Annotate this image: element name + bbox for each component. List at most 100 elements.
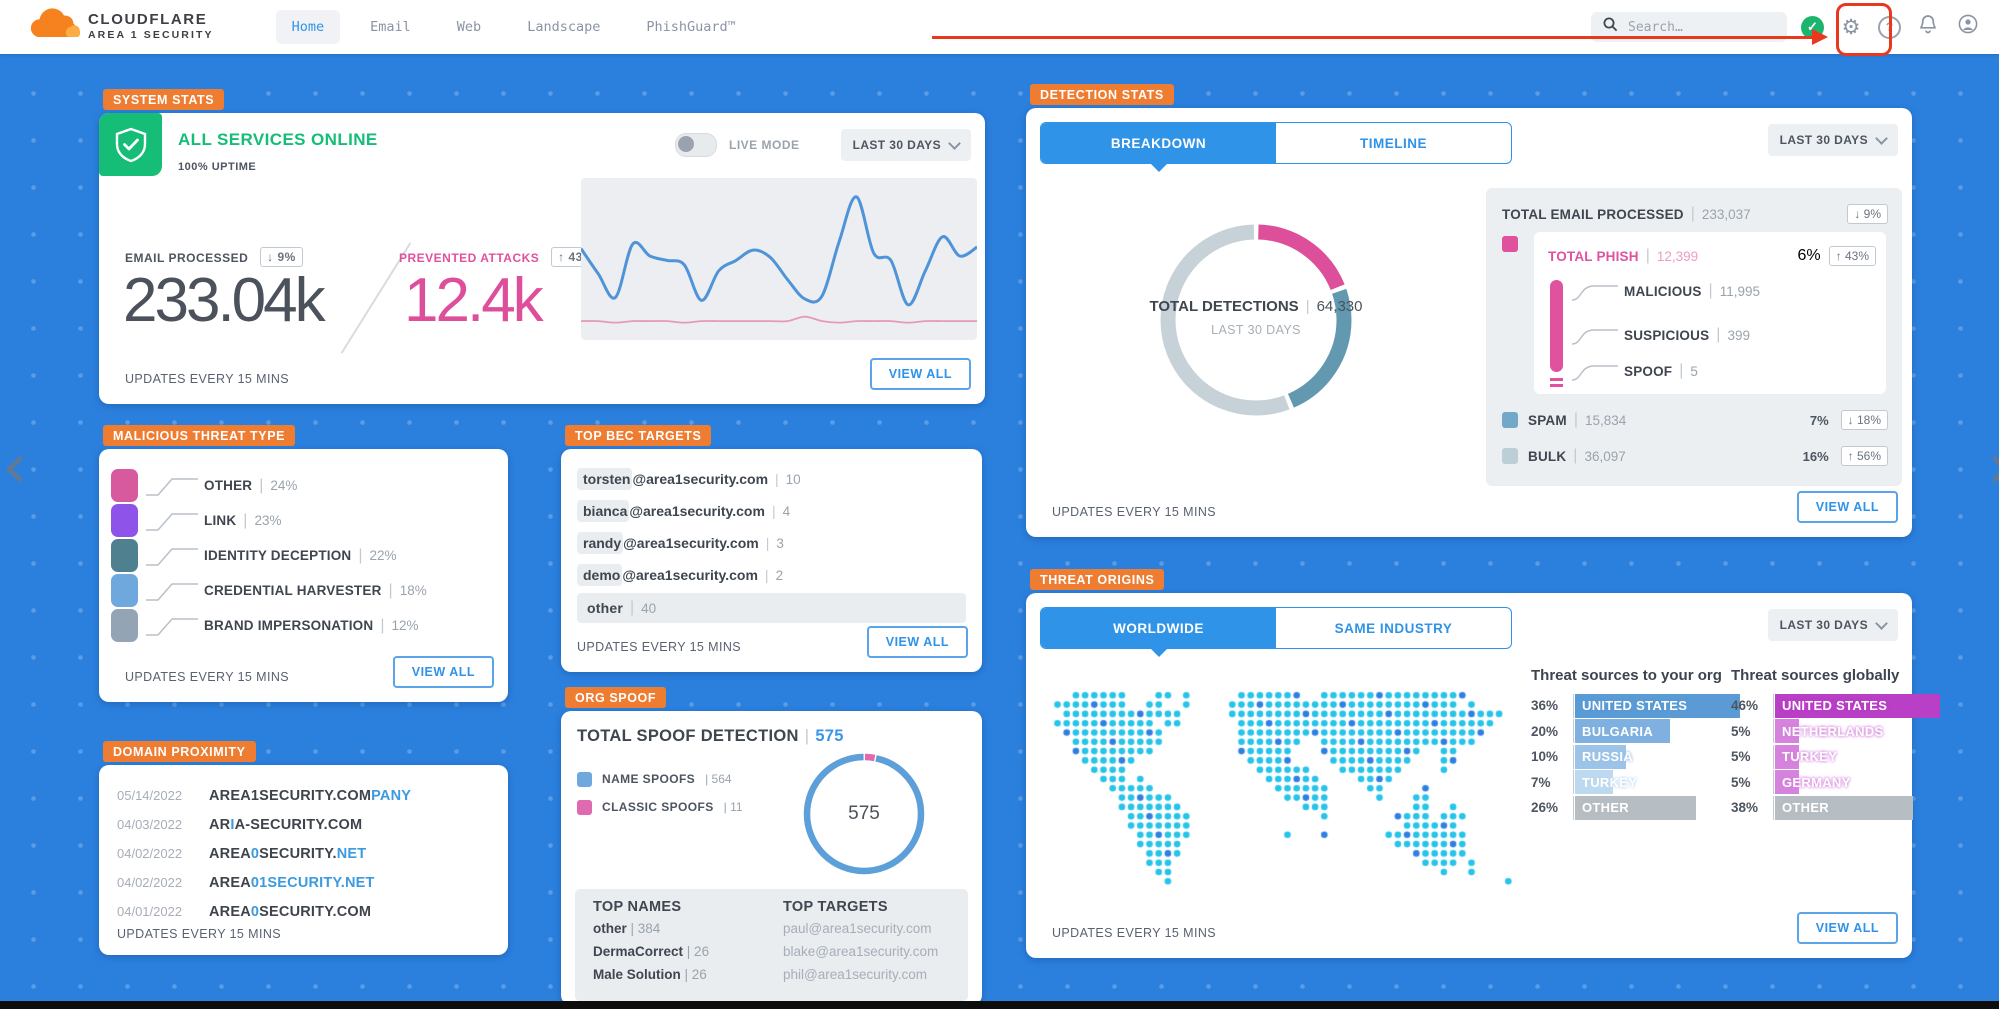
search-icon	[1603, 17, 1618, 37]
bec-target-row[interactable]: bianca @area1security.com | 4	[577, 495, 966, 527]
nav-item-email[interactable]: Email	[370, 19, 411, 35]
legend-swatch	[577, 771, 592, 787]
origin-bar-turkey: TURKEY	[1575, 770, 1637, 795]
total-phish-card: TOTAL PHISH | 12,399 6% ↑ 43% MALICIOUS | 1…	[1534, 232, 1886, 394]
tab-breakdown[interactable]: BREAKDOWN	[1041, 123, 1276, 172]
threat-origins-card: THREAT ORIGINS WORLDWIDE SAME INDUSTRY LA…	[1026, 569, 1940, 958]
carousel-left-arrow[interactable]: ‹	[2, 430, 28, 504]
email-processed-value: 233.04k	[123, 266, 326, 335]
bec-count: 4	[782, 503, 791, 519]
global-sources-title: Threat sources globally	[1731, 667, 1900, 684]
phish-bar	[1550, 280, 1563, 372]
domain-row[interactable]: 04/02/2022 AREA0SECURITY.NET	[117, 839, 494, 868]
domain-name[interactable]: ARIA-SECURITY.COM	[209, 816, 363, 833]
origin-pct: 36%	[1531, 698, 1559, 714]
total-phish-label: TOTAL PHISH	[1548, 248, 1639, 264]
view-all-button[interactable]: VIEW ALL	[392, 656, 494, 688]
total-email-value: 233,037	[1701, 206, 1751, 222]
live-mode-label: LIVE MODE	[729, 138, 800, 152]
tab-worldwide[interactable]: WORLDWIDE	[1041, 608, 1276, 657]
threat-type-pct: 12%	[391, 618, 419, 633]
view-all-button[interactable]: VIEW ALL	[869, 358, 971, 390]
phish-child-row: SPOOF | 5	[1570, 360, 1698, 382]
spoof-legend: NAME SPOOFS | 564 CLASSIC SPOOFS | 11	[577, 765, 743, 821]
threat-type-row: IDENTITY DECEPTION | 22%	[111, 539, 427, 572]
phish-child-value: 5	[1690, 363, 1698, 379]
phish-child-row: MALICIOUS | 11,995	[1570, 280, 1760, 302]
connector-line	[146, 512, 198, 531]
prevented-attacks-value: 12.4k	[404, 266, 544, 335]
live-mode-toggle[interactable]	[675, 133, 717, 157]
nav-item-home[interactable]: Home	[275, 10, 341, 44]
bec-target-row[interactable]: demo @area1security.com | 2	[577, 559, 966, 591]
spoof-total: 575	[815, 727, 844, 745]
top-bec-targets-card: TOP BEC TARGETS torsten @area1security.co…	[561, 425, 982, 672]
spoof-detail-panel: TOP NAMES other | 384 DermaCorrect | 26 Ma…	[575, 889, 968, 1001]
top-name-row: Male Solution | 26	[593, 967, 707, 982]
updates-note: UPDATES EVERY 15 MINS	[125, 670, 290, 684]
domain-row[interactable]: 04/02/2022 AREA01SECURITY.NET	[117, 868, 494, 897]
bec-target-row[interactable]: randy @area1security.com | 3	[577, 527, 966, 559]
domain-row[interactable]: 04/03/2022 ARIA-SECURITY.COM	[117, 810, 494, 839]
view-all-button[interactable]: VIEW ALL	[1796, 491, 1898, 523]
detection-stats-card: DETECTION STATS BREAKDOWN TIMELINE LAST 3…	[1026, 84, 1912, 537]
threat-type-swatch	[111, 539, 138, 572]
date-range-dropdown[interactable]: LAST 30 DAYS	[840, 129, 971, 161]
bec-other-row[interactable]: other | 40	[577, 593, 966, 623]
detections-donut-chart	[1156, 220, 1356, 420]
donut-center-label: TOTAL DETECTIONS	[1149, 298, 1299, 315]
card-badge: DOMAIN PROXIMITY	[103, 741, 256, 762]
detection-breakdown-panel: TOTAL EMAIL PROCESSED | 233,037 ↓ 9% TOTA…	[1486, 188, 1902, 486]
view-all-button[interactable]: VIEW ALL	[1796, 912, 1898, 944]
bulk-label: BULK	[1528, 448, 1567, 464]
bec-target-list: torsten @area1security.com | 10 bianca @area1…	[577, 463, 966, 623]
system-stats-card: SYSTEM STATS ALL SERVICES ONLINE 100% UP…	[99, 89, 985, 404]
domain-row[interactable]: 04/01/2022 AREA0SECURITY.COM	[117, 897, 494, 926]
domain-date: 04/02/2022	[117, 875, 183, 890]
search-input[interactable]	[1626, 18, 1760, 36]
nav-item-phishguard[interactable]: PhishGuard™	[646, 19, 736, 35]
date-range-dropdown[interactable]: LAST 30 DAYS	[1767, 124, 1898, 156]
date-range-dropdown[interactable]: LAST 30 DAYS	[1767, 609, 1898, 641]
domain-name[interactable]: AREA01SECURITY.NET	[209, 874, 375, 891]
domain-name[interactable]: AREA1SECURITY.COMPANY	[209, 787, 412, 804]
user-avatar-icon[interactable]	[1955, 14, 1981, 40]
tab-same-industry[interactable]: SAME INDUSTRY	[1334, 620, 1453, 636]
legend-swatch	[577, 799, 592, 815]
threat-type-label: CREDENTIAL HARVESTER	[204, 583, 382, 598]
domain-name[interactable]: AREA0SECURITY.NET	[209, 845, 367, 862]
bulk-value: 36,097	[1584, 448, 1626, 464]
annotation-highlight-box	[1836, 3, 1892, 56]
tab-timeline[interactable]: TIMELINE	[1360, 135, 1427, 151]
carousel-right-arrow[interactable]: ›	[1987, 435, 1999, 499]
spoof-donut-chart	[799, 749, 929, 879]
domain-row[interactable]: 05/14/2022 AREA1SECURITY.COMPANY	[117, 781, 494, 810]
domain-date: 04/03/2022	[117, 817, 183, 832]
notifications-bell-icon[interactable]	[1915, 14, 1941, 40]
origin-row: 7% TURKEY	[1531, 770, 1740, 796]
origin-row: 38% OTHER	[1731, 795, 1940, 821]
connector-line	[146, 617, 198, 636]
threat-type-pct: 22%	[369, 548, 397, 563]
threat-type-row: OTHER | 24%	[111, 469, 427, 502]
bec-target-row[interactable]: torsten @area1security.com | 10	[577, 463, 966, 495]
phish-child-label: SPOOF	[1624, 363, 1673, 379]
domain-name[interactable]: AREA0SECURITY.COM	[209, 903, 372, 920]
phish-child-label: SUSPICIOUS	[1624, 327, 1710, 343]
origin-pct: 10%	[1531, 749, 1559, 765]
view-all-button[interactable]: VIEW ALL	[866, 626, 968, 658]
origin-bar-netherlands: NETHERLANDS	[1775, 719, 1883, 744]
bec-count: 3	[776, 535, 784, 551]
card-badge: ORG SPOOF	[565, 687, 667, 708]
top-targets-title: TOP TARGETS	[783, 899, 888, 915]
annotation-arrow-head	[1812, 29, 1828, 45]
settings-gear-icon[interactable]: ⚙	[1841, 15, 1861, 39]
top-target-row: paul@area1security.com	[783, 921, 932, 936]
phish-legend-swatch	[1502, 236, 1518, 252]
services-status: ALL SERVICES ONLINE	[178, 130, 378, 149]
brand[interactable]: CLOUDFLARE AREA 1 SECURITY	[28, 7, 214, 48]
nav-item-web[interactable]: Web	[456, 19, 482, 35]
legend-label: CLASSIC SPOOFS	[602, 800, 714, 814]
card-badge: MALICIOUS THREAT TYPE	[103, 425, 296, 446]
nav-item-landscape[interactable]: Landscape	[527, 19, 601, 35]
